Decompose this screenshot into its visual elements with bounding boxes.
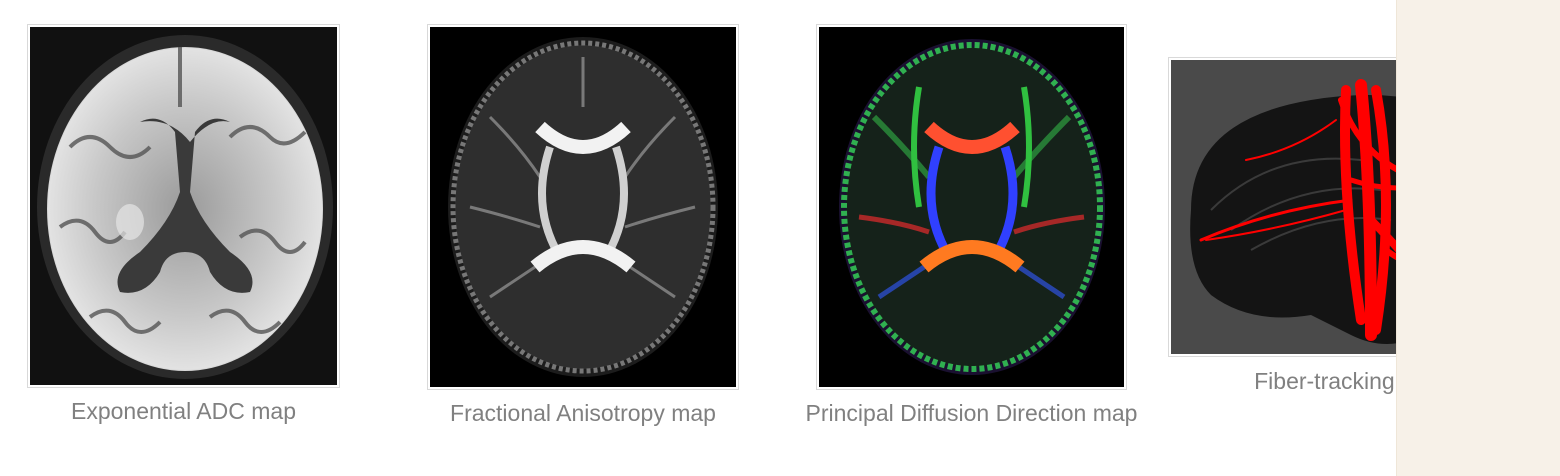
gallery-caption: Fractional Anisotropy map [450,400,716,426]
gallery-caption: Exponential ADC map [70,398,296,424]
brain-fa-map-icon [427,24,739,390]
gallery-caption: Principal Diffusion Direction map [805,400,1138,426]
brain-pdd-map-icon [816,24,1127,390]
brain-adc-map-icon [27,24,340,388]
page-side-strip [1396,0,1560,476]
